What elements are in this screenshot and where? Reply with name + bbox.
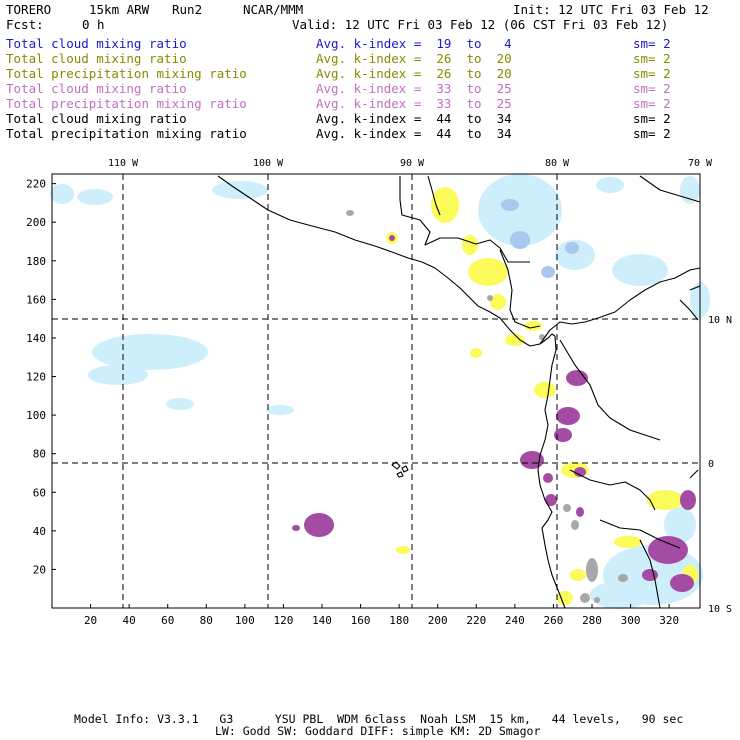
lon-label: 90 W [400, 158, 425, 169]
legend-row: Total precipitation mixing ratio Avg. k-… [6, 66, 736, 81]
yellow-areas [386, 187, 698, 605]
lon-label: 80 W [545, 158, 570, 169]
legend-field-name: Total precipitation mixing ratio [6, 66, 247, 81]
gray-areas [346, 210, 628, 603]
model-org: NCAR/MMM [243, 2, 304, 17]
legend-k-index: Avg. k-index = 26 to 20 [316, 66, 512, 81]
y-tick-label: 220 [26, 178, 46, 191]
x-tick-label: 120 [273, 614, 293, 627]
legend-k-index: Avg. k-index = 26 to 20 [316, 51, 512, 66]
latitude-labels: 10 N 0 10 S [708, 315, 732, 615]
y-tick-label: 20 [33, 563, 46, 576]
y-tick-label: 200 [26, 216, 46, 229]
legend-k-index: Avg. k-index = 19 to 4 [316, 36, 512, 51]
x-tick-label: 80 [200, 614, 213, 627]
x-tick-label: 320 [659, 614, 679, 627]
legend-smoothing: sm= 2 [633, 126, 671, 141]
y-tick-label: 40 [33, 525, 46, 538]
legend-k-index: Avg. k-index = 44 to 34 [316, 111, 512, 126]
legend-field-name: Total cloud mixing ratio [6, 81, 187, 96]
forecast-label: Fcst: [6, 17, 44, 32]
purple-areas [292, 235, 696, 592]
lon-label: 100 W [253, 158, 284, 169]
legend-field-name: Total cloud mixing ratio [6, 111, 187, 126]
model-run: Run2 [172, 2, 203, 17]
legend-row: Total cloud mixing ratio Avg. k-index = … [6, 111, 736, 126]
lat-label: 10 S [708, 604, 732, 615]
legend-k-index: Avg. k-index = 44 to 34 [316, 126, 512, 141]
legend-smoothing: sm= 2 [633, 111, 671, 126]
y-tick-label: 120 [26, 371, 46, 384]
lon-label: 70 W [688, 158, 713, 169]
lat-label: 0 [708, 459, 714, 470]
x-tick-label: 300 [621, 614, 641, 627]
legend-row: Total cloud mixing ratio Avg. k-index = … [6, 81, 736, 96]
legend-row: Total cloud mixing ratio Avg. k-index = … [6, 51, 736, 66]
x-tick-label: 180 [389, 614, 409, 627]
legend-smoothing: sm= 2 [633, 51, 671, 66]
legend-field-name: Total precipitation mixing ratio [6, 126, 247, 141]
field-shading [50, 174, 710, 609]
x-grid-index-labels: 20 40 60 80 100 120 140 160 180 200 220 240 260 280 30… [84, 614, 679, 627]
map-frame [51, 173, 701, 609]
legend-row: Total precipitation mixing ratio Avg. k-… [6, 96, 736, 111]
legend-field-name: Total cloud mixing ratio [6, 51, 187, 66]
valid-time: Valid: 12 UTC Fri 03 Feb 12 (06 CST Fri … [292, 17, 669, 32]
model-name: TORERO [6, 2, 52, 17]
forecast-hour: 0 h [82, 17, 105, 32]
legend-smoothing: sm= 2 [633, 66, 671, 81]
init-time: Init: 12 UTC Fri 03 Feb 12 [513, 2, 709, 17]
y-tick-label: 60 [33, 486, 46, 499]
x-tick-label: 140 [312, 614, 332, 627]
y-tick-label: 140 [26, 332, 46, 345]
y-tick-label: 100 [26, 409, 46, 422]
y-tick-label: 180 [26, 255, 46, 268]
axis-ticks [52, 183, 670, 608]
model-resolution: 15km ARW [89, 2, 150, 17]
coastlines [217, 175, 701, 609]
y-tick-label: 80 [33, 448, 46, 461]
legend-smoothing: sm= 2 [633, 96, 671, 111]
y-tick-label: 160 [26, 293, 46, 306]
x-tick-label: 20 [84, 614, 97, 627]
cloud-light-areas [50, 174, 710, 609]
legend-k-index: Avg. k-index = 33 to 25 [316, 81, 512, 96]
lat-label: 10 N [708, 315, 732, 326]
cloud-blue-areas [501, 199, 579, 278]
legend-row: Total precipitation mixing ratio Avg. k-… [6, 126, 736, 141]
model-info-line2: LW: Godd SW: Goddard DIFF: simple KM: 2D… [215, 724, 541, 738]
legend-k-index: Avg. k-index = 33 to 25 [316, 96, 512, 111]
legend-smoothing: sm= 2 [633, 81, 671, 96]
legend-row: Total cloud mixing ratio Avg. k-index = … [6, 36, 736, 51]
x-tick-label: 260 [543, 614, 563, 627]
x-tick-label: 200 [428, 614, 448, 627]
longitude-labels: 110 W 100 W 90 W 80 W 70 W [108, 158, 713, 169]
graticule [52, 174, 700, 608]
legend-field-name: Total cloud mixing ratio [6, 36, 187, 51]
model-info-line1: Model Info: V3.3.1 G3 YSU PBL WDM 6class… [74, 712, 684, 726]
x-tick-label: 60 [161, 614, 174, 627]
legend-field-name: Total precipitation mixing ratio [6, 96, 247, 111]
y-grid-index-labels: 220 200 180 160 140 120 100 80 60 40 20 [26, 178, 46, 577]
x-tick-label: 160 [351, 614, 371, 627]
x-tick-label: 240 [505, 614, 525, 627]
x-tick-label: 100 [235, 614, 255, 627]
x-tick-label: 280 [582, 614, 602, 627]
legend-smoothing: sm= 2 [633, 36, 671, 51]
x-tick-label: 40 [123, 614, 136, 627]
lon-label: 110 W [108, 158, 139, 169]
x-tick-label: 220 [466, 614, 486, 627]
